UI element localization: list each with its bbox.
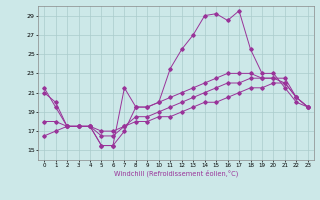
X-axis label: Windchill (Refroidissement éolien,°C): Windchill (Refroidissement éolien,°C) <box>114 170 238 177</box>
